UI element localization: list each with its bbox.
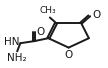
- Text: O: O: [36, 27, 45, 37]
- Text: O: O: [92, 10, 101, 20]
- Text: HN: HN: [4, 37, 19, 47]
- Text: O: O: [64, 50, 73, 60]
- Text: NH₂: NH₂: [7, 53, 27, 63]
- Text: CH₃: CH₃: [39, 6, 56, 15]
